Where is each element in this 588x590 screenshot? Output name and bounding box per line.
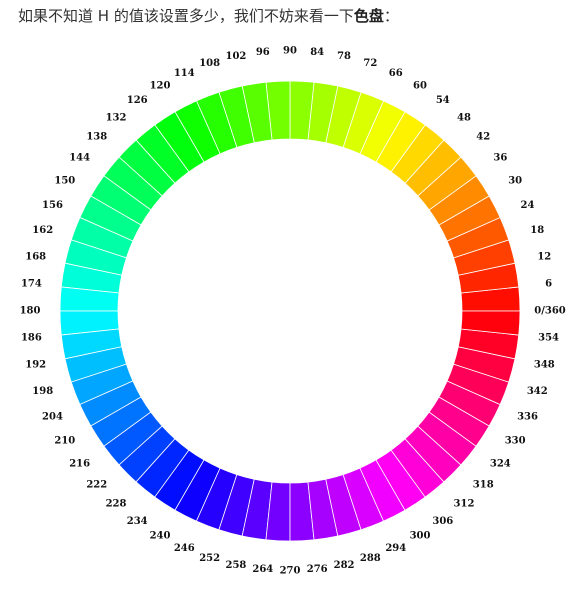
- hue-label-66: 66: [389, 68, 403, 79]
- hue-label-126: 126: [127, 95, 148, 106]
- hue-label-210: 210: [54, 436, 75, 447]
- hue-label-216: 216: [69, 458, 90, 469]
- hue-label-114: 114: [174, 68, 195, 79]
- hue-label-18: 18: [530, 225, 544, 236]
- hue-label-6: 6: [545, 278, 552, 289]
- hue-label-318: 318: [473, 479, 494, 490]
- hue-label-312: 312: [454, 499, 475, 510]
- hue-label-282: 282: [334, 560, 355, 571]
- hue-label-186: 186: [21, 333, 42, 344]
- hue-label-72: 72: [363, 58, 377, 69]
- hue-label-288: 288: [360, 553, 381, 564]
- hue-label-60: 60: [413, 80, 427, 91]
- hue-label-354: 354: [538, 333, 559, 344]
- hue-label-204: 204: [42, 411, 63, 422]
- hue-label-342: 342: [527, 386, 548, 397]
- hue-label-102: 102: [226, 51, 247, 62]
- hue-label-324: 324: [490, 458, 511, 469]
- intro-suffix: ：: [383, 7, 399, 25]
- hue-label-330: 330: [505, 436, 526, 447]
- hue-label-270: 270: [280, 566, 301, 577]
- hue-label-258: 258: [226, 560, 247, 571]
- hue-label-228: 228: [106, 499, 127, 510]
- hue-segments: [59, 80, 521, 542]
- hue-label-222: 222: [86, 479, 107, 490]
- hue-label-252: 252: [199, 553, 220, 564]
- hue-label-150: 150: [54, 176, 75, 187]
- hue-label-198: 198: [32, 386, 53, 397]
- hue-label-234: 234: [127, 516, 148, 527]
- hue-label-84: 84: [310, 47, 324, 58]
- hue-label-108: 108: [199, 58, 220, 69]
- hue-label-174: 174: [21, 278, 42, 289]
- hue-label-138: 138: [86, 132, 107, 143]
- hue-label-306: 306: [432, 516, 453, 527]
- hue-label-168: 168: [25, 251, 46, 262]
- hue-label-36: 36: [493, 153, 507, 164]
- hue-label-78: 78: [337, 51, 351, 62]
- hue-label-54: 54: [436, 95, 450, 106]
- hue-label-264: 264: [252, 564, 273, 575]
- hue-segment-354: [460, 310, 521, 336]
- hue-label-120: 120: [150, 80, 171, 91]
- hue-label-156: 156: [42, 200, 63, 211]
- hue-label-0: 0/360: [534, 306, 566, 317]
- hue-label-336: 336: [517, 411, 538, 422]
- intro-text: 如果不知道 H 的值该设置多少，我们不妨来看一下色盘：: [18, 6, 399, 26]
- hue-label-294: 294: [385, 543, 406, 554]
- hue-label-96: 96: [256, 47, 270, 58]
- hue-label-132: 132: [106, 112, 127, 123]
- hue-label-192: 192: [25, 360, 46, 371]
- hue-label-24: 24: [521, 200, 535, 211]
- hue-label-300: 300: [410, 531, 431, 542]
- hue-label-240: 240: [150, 531, 171, 542]
- intro-prefix: 如果不知道 H 的值该设置多少，我们不妨来看一下: [18, 7, 354, 25]
- hue-color-wheel: 0/360 6 12 18 24 30 36 42 48 54 60 66 72 78 84 90 96 102 1…: [0, 30, 588, 590]
- hue-label-162: 162: [32, 225, 53, 236]
- hue-label-144: 144: [69, 153, 90, 164]
- hue-label-180: 180: [20, 306, 41, 317]
- hue-label-246: 246: [174, 543, 195, 554]
- intro-emphasis: 色盘: [353, 7, 384, 25]
- hue-label-90: 90: [283, 46, 297, 57]
- hue-label-48: 48: [457, 112, 471, 123]
- hue-label-42: 42: [476, 132, 490, 143]
- hue-label-30: 30: [508, 176, 522, 187]
- hue-label-276: 276: [307, 564, 328, 575]
- hue-label-12: 12: [537, 251, 551, 262]
- hue-label-348: 348: [534, 360, 555, 371]
